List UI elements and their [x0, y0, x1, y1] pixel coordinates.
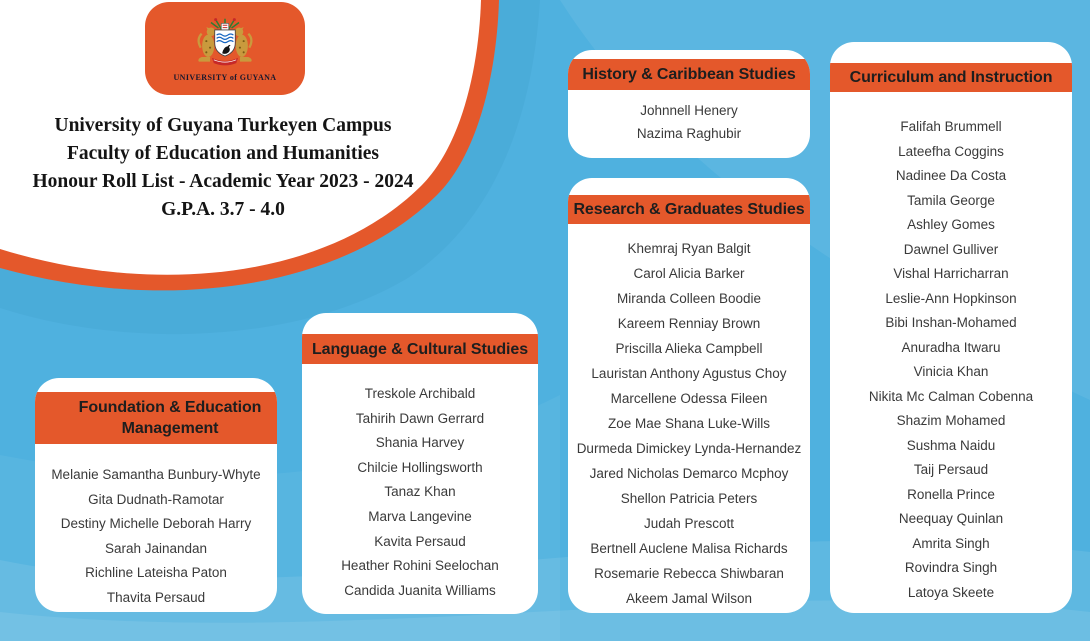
honoree-name: Nadinee Da Costa	[895, 168, 1007, 183]
honoree-name: Durmeda Dimickey Lynda-Hernandez	[576, 441, 802, 456]
card-title: Research & Graduates Studies	[573, 201, 805, 218]
name-list: Falifah Brummell Lateefha Coggins Nadinee …	[830, 92, 1072, 605]
university-logo: UNIVERSITY of GUYANA	[145, 2, 305, 95]
honoree-name: Shania Harvey	[375, 435, 465, 451]
card-language-cultural-studies: Language & Cultural Studies Treskole Arc…	[302, 313, 538, 614]
honoree-name: Lauristan Anthony Agustus Choy	[591, 366, 787, 381]
honoree-name: Marva Langevine	[368, 508, 472, 524]
name-list: Melanie Samantha Bunbury-Whyte Gita Dudna…	[35, 444, 277, 610]
card-header-band: History & Caribbean Studies	[568, 59, 810, 90]
name-list: Johnnell Henery Nazima Raghubir	[568, 90, 810, 145]
honoree-name: Lateefha Coggins	[898, 143, 1004, 159]
card-header-band: Language & Cultural Studies	[302, 334, 538, 364]
card-foundation-education-management: Foundation & Education Management Melani…	[35, 378, 277, 612]
honoree-name: Ronella Prince	[907, 486, 995, 502]
honoree-name: Ashley Gomes	[907, 217, 995, 232]
honoree-name: Nazima Raghubir	[636, 126, 742, 141]
honoree-name: Falifah Brummell	[900, 119, 1002, 134]
honoree-name: Shazim Mohamed	[896, 413, 1006, 428]
honoree-name: Akeem Jamal Wilson	[625, 591, 753, 606]
name-list: Khemraj Ryan Balgit Carol Alicia Barker Mi…	[568, 224, 810, 611]
honoree-name: Amrita Singh	[912, 535, 990, 551]
honoree-name: Destiny Michelle Deborah Harry	[60, 516, 252, 531]
honoree-name: Treskole Archibald	[364, 386, 476, 401]
honoree-name: Miranda Colleen Boodie	[616, 291, 762, 306]
honoree-name: Carol Alicia Barker	[633, 266, 745, 281]
honoree-name: Vinicia Khan	[913, 364, 989, 379]
logo-label: UNIVERSITY of GUYANA	[173, 73, 277, 82]
honoree-name: Bibi Inshan-Mohamed	[885, 315, 1017, 330]
honoree-name: Tanaz Khan	[384, 484, 456, 500]
title-line-faculty: Faculty of Education and Humanities	[66, 143, 380, 164]
honoree-name: Vishal Harricharran	[893, 266, 1009, 281]
honoree-name: Thavita Persaud	[106, 589, 206, 605]
honoree-name: Candida Juanita Williams	[344, 582, 496, 598]
honoree-name: Sarah Jainandan	[104, 540, 208, 556]
honoree-name: Zoe Mae Shana Luke-Wills	[607, 416, 771, 431]
honoree-name: Kavita Persaud	[374, 533, 466, 549]
card-curriculum-and-instruction: Curriculum and Instruction Falifah Brumm…	[830, 42, 1072, 613]
title-line-campus: University of Guyana Turkeyen Campus	[54, 115, 392, 136]
honoree-name: Bertnell Auclene Malisa Richards	[590, 541, 788, 556]
honoree-name: Tahirih Dawn Gerrard	[355, 410, 485, 426]
title-line-gpa: G.P.A. 3.7 - 4.0	[161, 199, 285, 220]
honoree-name: Rovindra Singh	[904, 560, 998, 575]
honoree-name: Taij Persaud	[913, 462, 989, 477]
honoree-name: Latoya Skeete	[907, 584, 995, 600]
honoree-name: Kareem Renniay Brown	[617, 316, 761, 331]
card-header-band: Foundation & Education Management	[35, 392, 277, 444]
poster-title: University of Guyana Turkeyen Campus Fac…	[7, 112, 439, 224]
honoree-name: Priscilla Alieka Campbell	[615, 341, 763, 356]
honoree-name: Judah Prescott	[643, 516, 735, 531]
card-title: Foundation & Education Management	[78, 399, 262, 437]
card-header-band: Curriculum and Instruction	[830, 63, 1072, 92]
title-line-honour-roll: Honour Roll List - Academic Year 2023 - …	[32, 171, 414, 192]
card-header-band: Research & Graduates Studies	[568, 195, 810, 224]
honoree-name: Leslie-Ann Hopkinson	[885, 290, 1017, 306]
honoree-name: Chilcie Hollingsworth	[357, 459, 483, 475]
honoree-name: Richline Lateisha Paton	[85, 565, 227, 580]
honoree-name: Nikita Mc Calman Cobenna	[868, 388, 1034, 404]
honoree-name: Melanie Samantha Bunbury-Whyte	[51, 467, 261, 482]
card-history-caribbean-studies: History & Caribbean Studies Johnnell Hen…	[568, 50, 810, 158]
honoree-name: Jared Nicholas Demarco Mcphoy	[589, 466, 789, 481]
coat-of-arms-icon	[197, 18, 253, 66]
honoree-name: Tamila George	[907, 192, 995, 208]
honoree-name: Rosemarie Rebecca Shiwbaran	[594, 566, 784, 581]
honoree-name: Dawnel Gulliver	[903, 241, 999, 257]
card-title: Curriculum and Instruction	[849, 69, 1053, 86]
card-research-graduates-studies: Research & Graduates Studies Khemraj Rya…	[568, 178, 810, 613]
honoree-name: Shellon Patricia Peters	[620, 491, 758, 506]
honoree-name: Marcellene Odessa Fileen	[610, 391, 768, 406]
honoree-name: Sushma Naidu	[906, 437, 996, 453]
honoree-name: Gita Dudnath-Ramotar	[88, 491, 224, 507]
card-title: History & Caribbean Studies	[582, 66, 796, 83]
honoree-name: Anuradha Itwaru	[901, 339, 1001, 355]
name-list: Treskole Archibald Tahirih Dawn Gerrard Sh…	[302, 364, 538, 603]
honoree-name: Heather Rohini Seelochan	[341, 558, 499, 574]
card-title: Language & Cultural Studies	[312, 340, 528, 358]
honoree-name: Neequay Quinlan	[898, 511, 1004, 526]
honoree-name: Khemraj Ryan Balgit	[627, 241, 751, 256]
honoree-name: Johnnell Henery	[640, 103, 738, 118]
